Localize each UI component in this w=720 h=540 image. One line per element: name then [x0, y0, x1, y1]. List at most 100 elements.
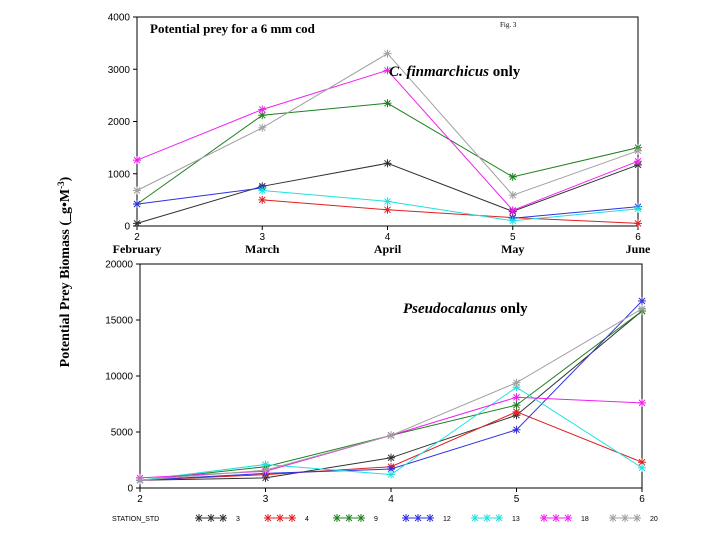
legend-marker-20-1-d2 — [621, 514, 629, 522]
legend-marker-18-0-d2 — [540, 514, 548, 522]
legend-marker-20-0-d2 — [609, 514, 617, 522]
legend-marker-9-2 — [357, 514, 365, 522]
legend-marker-4-2-d2 — [288, 514, 296, 522]
c1-point-4-1-d2 — [258, 196, 266, 204]
c1-x-month-label-4: June — [626, 242, 651, 256]
c2-x-tick-label-4: 6 — [639, 494, 645, 505]
c1-series-line-3 — [136, 162, 639, 224]
legend-marker-18-1-d2 — [552, 514, 560, 522]
legend-marker-3-1-d2 — [207, 514, 215, 522]
legend-label-20: 20 — [650, 516, 658, 523]
c2-x-tick-label-0: 2 — [137, 494, 143, 505]
legend-marker-20-1 — [621, 514, 629, 522]
c2-point-12-3 — [512, 425, 521, 434]
c1-series-line-20 — [136, 52, 639, 196]
chart-bottom: 0 5000 10000 15000 20000 2 3 4 5 6 Pseudocalanus o… — [105, 260, 646, 505]
c1-point-18-1-d2 — [258, 106, 266, 113]
c1-point-20-0-d2 — [133, 187, 141, 194]
c1-point-13-3 — [508, 216, 517, 225]
c2-x-tick-label-2: 4 — [388, 494, 394, 505]
c1-point-3-0-d2 — [133, 220, 141, 227]
c2-point-13-4 — [638, 463, 646, 472]
c1-point-4-2 — [383, 205, 392, 214]
legend-marker-4-1-d2 — [276, 514, 284, 522]
c1-annotation-italic: C. finmarchicus — [389, 64, 489, 80]
legend-marker-18-2 — [564, 514, 572, 522]
legend-marker-9-0 — [333, 514, 341, 522]
c2-y-tick-label-3: 15000 — [105, 316, 133, 327]
c1-point-9-3 — [508, 172, 517, 181]
c1-point-18-2-d2 — [384, 66, 391, 74]
c1-point-4-4-d2 — [634, 220, 642, 227]
legend-marker-4-1 — [276, 514, 284, 522]
legend-marker-12-1-d2 — [414, 514, 422, 522]
c2-point-18-3-d2 — [513, 393, 520, 401]
legend-marker-3-0 — [195, 514, 203, 522]
c1-point-18-3 — [508, 206, 517, 215]
legend-marker-13-1 — [483, 514, 491, 522]
c2-y-tick-label-1: 5000 — [111, 428, 134, 439]
c2-point-20-4 — [638, 304, 646, 313]
c2-point-13-2 — [387, 470, 395, 479]
legend-marker-18-1 — [552, 514, 560, 522]
legend-label-18: 18 — [581, 516, 589, 523]
legend-marker-12-2 — [426, 514, 434, 522]
c1-point-13-4 — [634, 204, 642, 213]
c1-point-20-1 — [258, 123, 267, 132]
c1-point-20-4 — [634, 146, 642, 155]
c2-point-18-3 — [512, 393, 521, 402]
legend-marker-12-0-d2 — [402, 514, 410, 522]
c1-point-20-0 — [133, 186, 141, 195]
c1-x-tick-label-1: 3 — [259, 232, 265, 243]
c1-point-3-2 — [383, 159, 392, 168]
legend-marker-13-1-d2 — [483, 514, 491, 522]
c1-x-tick-label-0: 2 — [134, 232, 140, 243]
legend-label-9: 9 — [374, 516, 378, 523]
c1-annotation-rest: only — [489, 64, 521, 80]
c2-point-20-2-d2 — [387, 432, 395, 439]
c1-point-20-3 — [508, 191, 517, 200]
c1-series-line-13 — [262, 190, 639, 222]
c1-point-13-2-d2 — [384, 198, 391, 205]
c1-series-line-18 — [136, 69, 639, 211]
c1-point-18-0-d2 — [133, 156, 141, 164]
legend-marker-3-2-d2 — [219, 514, 227, 522]
legend-marker-13-0 — [471, 514, 479, 522]
c2-annotation-rest: only — [496, 301, 528, 317]
c2-point-9-3-d2 — [513, 401, 520, 409]
legend-marker-20-2-d2 — [633, 514, 641, 522]
c1-y-tick-label-0: 0 — [124, 222, 130, 233]
c1-point-18-4-d2 — [634, 157, 642, 165]
c1-point-12-0-d2 — [133, 200, 141, 208]
c1-y-tick-label-1: 1000 — [108, 169, 131, 180]
c2-x-tick-label-1: 3 — [263, 494, 269, 505]
c2-x-tick-label-3: 5 — [514, 494, 520, 505]
c1-x-tick-label-2: 4 — [385, 232, 391, 243]
c2-point-3-2-d2 — [387, 454, 395, 462]
c2-point-3-2 — [387, 453, 395, 462]
c1-point-9-2 — [383, 99, 392, 108]
c1-point-18-4 — [634, 157, 642, 166]
c1-point-9-1 — [258, 111, 267, 120]
c1-y-tick-label-3: 3000 — [108, 65, 131, 76]
c2-point-20-1-d2 — [262, 466, 269, 474]
c2-point-4-4-d2 — [638, 458, 646, 466]
c2-point-20-0-d2 — [136, 476, 144, 484]
c1-point-20-2 — [383, 49, 392, 58]
legend-label-4: 4 — [305, 516, 309, 523]
c1-point-20-4-d2 — [634, 147, 642, 155]
legend-marker-20-0 — [609, 514, 617, 522]
c1-point-9-3-d2 — [509, 173, 517, 181]
legend-marker-9-1 — [345, 514, 353, 522]
legend-marker-18-2-d2 — [564, 514, 572, 522]
c2-y-tick-label-2: 10000 — [105, 372, 133, 383]
legend-marker-12-1 — [414, 514, 422, 522]
c2-point-20-4-d2 — [638, 305, 646, 313]
c1-point-20-1-d2 — [258, 124, 266, 132]
c2-point-20-3 — [512, 378, 521, 387]
c2-point-12-4 — [638, 296, 646, 305]
c2-point-12-2-d2 — [387, 465, 395, 473]
legend-label-3: 3 — [236, 516, 240, 523]
